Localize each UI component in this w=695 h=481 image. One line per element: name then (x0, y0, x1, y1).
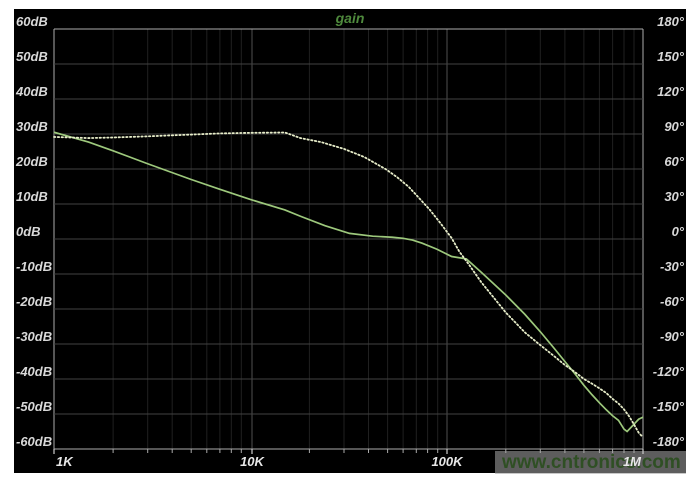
svg-text:1M: 1M (623, 454, 642, 469)
svg-text:10K: 10K (240, 454, 265, 469)
svg-text:100K: 100K (431, 454, 464, 469)
svg-text:1K: 1K (56, 454, 74, 469)
